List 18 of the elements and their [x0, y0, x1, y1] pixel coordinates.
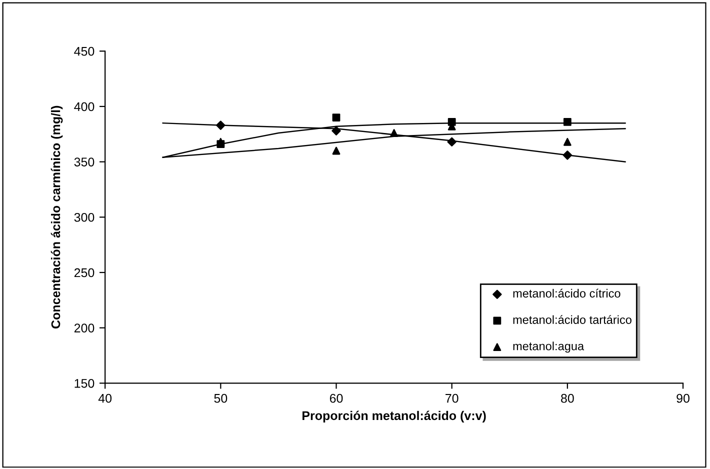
- y-axis-title: Concentración ácido carmínico (mg/l): [50, 106, 63, 328]
- legend-label: metanol:ácido tartárico: [513, 315, 632, 324]
- y-tick-label: 150: [74, 378, 94, 388]
- y-tick-label: 300: [74, 212, 94, 222]
- x-axis-title: Proporción metanol:ácido (v:v): [302, 410, 486, 423]
- y-tick-label: 350: [74, 158, 94, 166]
- x-tick-label: 40: [98, 394, 112, 403]
- legend-label: metanol:ácido cítrico: [513, 288, 620, 298]
- y-tick-label: 200: [74, 324, 94, 332]
- x-tick-label: 80: [561, 394, 574, 403]
- x-tick-label: 50: [214, 394, 228, 403]
- x-tick-label: 60: [330, 394, 343, 403]
- y-tick-label: 450: [74, 46, 94, 56]
- x-tick-label: 70: [446, 394, 458, 403]
- x-tick-label: 90: [676, 394, 690, 403]
- y-tick-label: 250: [74, 268, 94, 278]
- y-tick-label: 400: [74, 102, 94, 112]
- legend-label: metanol:agua: [513, 342, 584, 353]
